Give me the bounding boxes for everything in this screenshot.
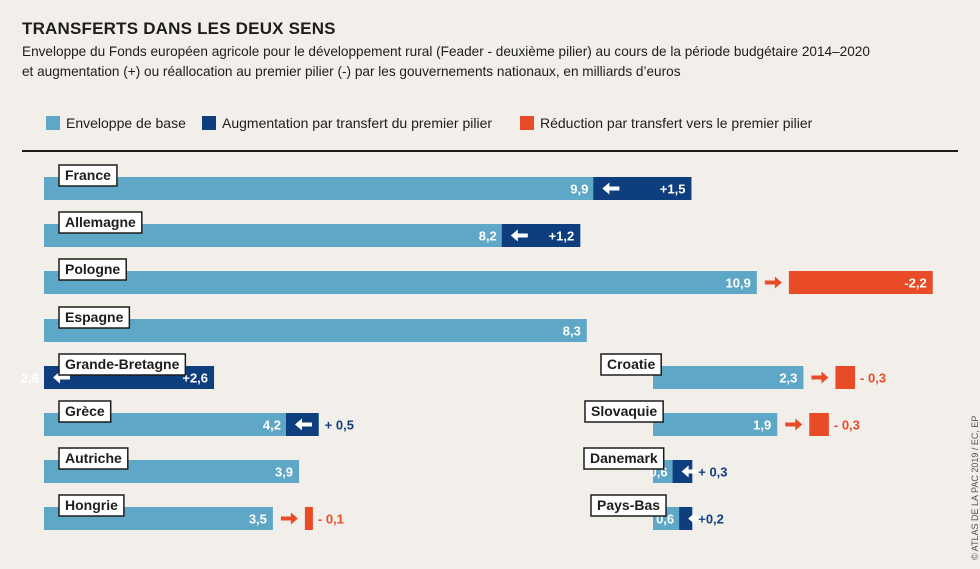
base-label-slovaquie: 1,9 bbox=[753, 418, 771, 433]
legend-item-decrease: Réduction par transfert vers le premier … bbox=[520, 115, 812, 131]
bar-increase-france bbox=[593, 177, 692, 200]
category-label-slovaquie: Slovaquie bbox=[591, 403, 657, 419]
category-label-espagne: Espagne bbox=[65, 309, 124, 325]
arrow-left-icon bbox=[681, 465, 699, 478]
category-label-pologne: Pologne bbox=[65, 261, 120, 277]
bar-base-pologne bbox=[44, 271, 757, 294]
base-label-grece: 4,2 bbox=[263, 418, 281, 433]
base-label-hongrie: 3,5 bbox=[249, 512, 267, 527]
bar-base-grece bbox=[44, 413, 319, 436]
legend-divider bbox=[22, 150, 958, 152]
change-label-allemagne: +1,2 bbox=[549, 229, 575, 244]
category-label-box-grande-bretagne bbox=[58, 353, 187, 376]
subtitle-line-2: et augmentation (+) ou réallocation au p… bbox=[22, 64, 681, 79]
change-label-grece: + 0,5 bbox=[325, 418, 354, 433]
bar-increase-allemagne bbox=[501, 224, 581, 247]
category-label-danemark: Danemark bbox=[590, 450, 658, 466]
category-label-box-danemark bbox=[583, 447, 665, 470]
category-label-pays-bas: Pays-Bas bbox=[597, 497, 660, 513]
category-label-box-grece bbox=[58, 400, 112, 423]
arrow-right-icon bbox=[811, 371, 829, 384]
bar-decrease-croatie bbox=[835, 366, 856, 389]
change-label-pologne: -2,2 bbox=[904, 276, 926, 291]
arrow-left-icon bbox=[510, 229, 528, 242]
arrow-left-icon bbox=[602, 182, 620, 195]
category-label-box-slovaquie bbox=[584, 400, 664, 423]
change-label-pays-bas: +0,2 bbox=[698, 512, 724, 527]
legend-label-increase: Augmentation par transfert du premier pi… bbox=[222, 115, 493, 131]
change-label-croatie: - 0,3 bbox=[860, 371, 886, 386]
category-label-box-france bbox=[58, 164, 118, 187]
legend-swatch-increase bbox=[202, 116, 216, 130]
category-label-box-espagne bbox=[58, 306, 131, 329]
category-label-croatie: Croatie bbox=[607, 356, 655, 372]
base-label-croatie: 2,3 bbox=[779, 371, 797, 386]
bar-base-espagne bbox=[44, 319, 587, 342]
base-label-pologne: 10,9 bbox=[726, 276, 751, 291]
bar-decrease-pologne bbox=[788, 271, 933, 294]
chart-subtitle: Enveloppe du Fonds européen agricole pou… bbox=[22, 42, 922, 82]
legend-swatch-decrease bbox=[520, 116, 534, 130]
base-label-france: 9,9 bbox=[570, 182, 588, 197]
bar-increase-pays-bas bbox=[679, 507, 693, 530]
arrow-left-icon bbox=[688, 512, 706, 525]
change-label-hongrie: - 0,1 bbox=[318, 512, 344, 527]
category-label-box-pologne bbox=[58, 258, 127, 281]
bar-base-france bbox=[44, 177, 692, 200]
arrow-right-icon bbox=[280, 512, 298, 525]
bar-base-croatie bbox=[653, 366, 804, 389]
legend-label-base: Enveloppe de base bbox=[66, 115, 186, 131]
category-label-allemagne: Allemagne bbox=[65, 214, 136, 230]
category-label-box-autriche bbox=[58, 447, 129, 470]
arrow-left-icon bbox=[53, 371, 70, 384]
legend-item-increase: Augmentation par transfert du premier pi… bbox=[202, 115, 492, 131]
base-label-espagne: 8,3 bbox=[563, 324, 581, 339]
base-label-allemagne: 8,2 bbox=[479, 229, 497, 244]
chart-title: TRANSFERTS DANS LES DEUX SENS bbox=[22, 19, 336, 38]
category-label-box-pays-bas bbox=[590, 494, 667, 517]
legend-swatch-base bbox=[46, 116, 60, 130]
category-label-grande-bretagne: Grande-Bretagne bbox=[65, 356, 180, 372]
legend-label-decrease: Réduction par transfert vers le premier … bbox=[540, 115, 813, 131]
arrow-right-icon bbox=[764, 276, 782, 289]
credit-text: © ATLAS DE LA PAC 2019 / EC, EP bbox=[970, 415, 980, 560]
bar-decrease-slovaquie bbox=[809, 413, 829, 436]
category-label-box-croatie bbox=[600, 353, 662, 376]
category-label-autriche: Autriche bbox=[65, 450, 122, 466]
category-label-box-allemagne bbox=[58, 211, 143, 234]
category-label-grece: Grèce bbox=[65, 403, 105, 419]
change-label-slovaquie: - 0,3 bbox=[834, 418, 860, 433]
bar-base-slovaquie bbox=[653, 413, 778, 436]
bar-decrease-hongrie bbox=[304, 507, 313, 530]
subtitle-line-1: Enveloppe du Fonds européen agricole pou… bbox=[22, 44, 870, 59]
change-label-grande-bretagne: +2,6 bbox=[182, 371, 208, 386]
base-label-grande-bretagne: 2,6 bbox=[21, 371, 39, 386]
category-label-france: France bbox=[65, 167, 111, 183]
arrow-right-icon bbox=[785, 418, 803, 431]
legend-item-base: Enveloppe de base bbox=[46, 115, 186, 131]
category-label-hongrie: Hongrie bbox=[65, 497, 118, 513]
bar-base-allemagne bbox=[44, 224, 581, 247]
change-label-france: +1,5 bbox=[660, 182, 686, 197]
base-label-autriche: 3,9 bbox=[275, 465, 293, 480]
change-label-danemark: + 0,3 bbox=[698, 465, 727, 480]
arrow-left-icon bbox=[294, 418, 312, 431]
category-label-box-hongrie bbox=[58, 494, 125, 517]
